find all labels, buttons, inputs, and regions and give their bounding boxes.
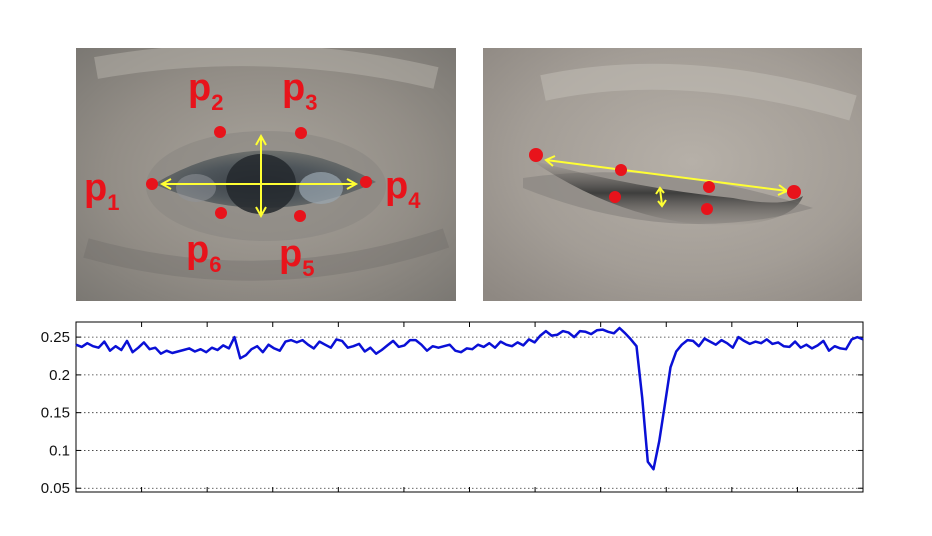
y-tick-label: 0.2 xyxy=(49,367,70,384)
landmark-dot-p1 xyxy=(146,178,158,190)
height-arrow xyxy=(255,133,267,219)
y-tick-labels: 0.05 0.1 0.15 0.2 0.25 xyxy=(41,329,70,497)
landmark-dot-p2 xyxy=(615,164,627,176)
landmark-label-p3: p3 xyxy=(282,67,317,115)
landmark-dot-p1 xyxy=(529,148,543,162)
landmark-label-p6: p6 xyxy=(186,229,221,277)
open-eye-svg: p1 p2 p3 p4 p5 p6 xyxy=(76,48,456,301)
y-tick-label: 0.05 xyxy=(41,480,70,497)
ear-line-chart: 0.05 0.1 0.15 0.2 0.25 xyxy=(41,321,864,497)
landmark-dot-p5 xyxy=(294,210,306,222)
closed-eye-svg xyxy=(483,48,862,301)
y-tick-label: 0.25 xyxy=(41,329,70,346)
landmark-dot-p4 xyxy=(360,176,372,188)
width-arrow xyxy=(159,178,359,190)
height-arrow xyxy=(655,186,667,208)
closed-eye-image xyxy=(483,48,862,301)
landmark-dot-p4 xyxy=(787,185,801,199)
open-eye-image: p1 p2 p3 p4 p5 p6 xyxy=(76,48,456,301)
landmark-dot-p5 xyxy=(701,203,713,215)
axis-ticks xyxy=(76,322,863,492)
series-line xyxy=(75,326,864,471)
y-tick-label: 0.15 xyxy=(41,405,70,422)
landmark-label-p2: p2 xyxy=(188,67,223,115)
landmark-label-p1: p1 xyxy=(84,167,119,215)
plot-frame xyxy=(75,321,864,493)
sclera-left xyxy=(176,174,216,202)
sclera-highlight xyxy=(299,172,343,204)
closed-lid-line xyxy=(531,160,803,226)
width-arrow xyxy=(544,155,789,196)
lower-wrinkle xyxy=(83,228,450,281)
landmark-dot-p2 xyxy=(214,126,226,138)
brow-highlight xyxy=(540,63,857,121)
landmark-label-p5: p5 xyxy=(279,233,314,281)
y-tick-label: 0.1 xyxy=(49,442,70,459)
landmark-label-p4: p4 xyxy=(385,165,421,213)
landmark-dot-p3 xyxy=(295,127,307,139)
landmark-dot-p6 xyxy=(609,191,621,203)
brow-highlight xyxy=(94,48,439,89)
landmark-dot-p3 xyxy=(703,181,715,193)
landmark-dot-p6 xyxy=(215,207,227,219)
